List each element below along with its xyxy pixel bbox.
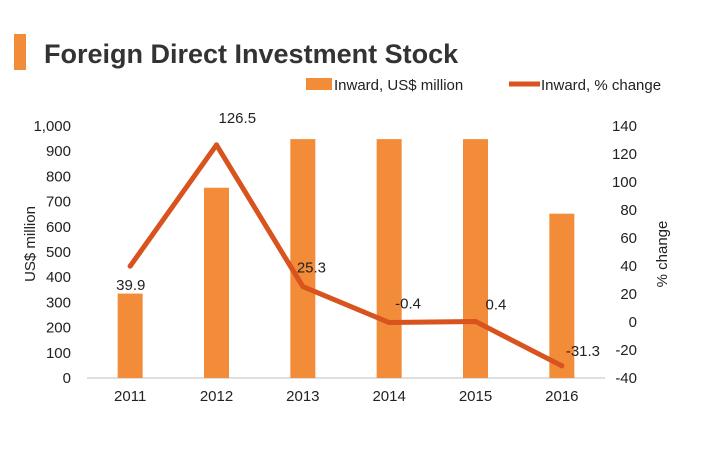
x-tick-label: 2013: [286, 388, 319, 405]
line-data-label-2016: -31.3: [566, 343, 600, 360]
x-tick-label: 2012: [200, 388, 233, 405]
bar-2012: [204, 187, 229, 378]
chart-title: Foreign Direct Investment Stock: [44, 39, 459, 69]
line-data-labels: 39.9 126.5 25.3 -0.4 0.4 -31.3: [116, 110, 600, 360]
y2-tick-label: 60: [620, 230, 637, 247]
bar-2015: [463, 139, 488, 378]
bar-2016: [549, 213, 575, 378]
y2-tick-label: 80: [620, 202, 637, 219]
x-tick-label: 2014: [372, 388, 405, 405]
y2-tick-label: 140: [612, 118, 637, 135]
x-axis-ticks: 2011 2012 2013 2014 2015 2016: [114, 388, 578, 405]
y2-tick-label: -20: [615, 342, 637, 359]
y-tick-label: 1,000: [33, 118, 71, 135]
y-tick-label: 600: [46, 219, 71, 236]
line-point-2011: [127, 263, 133, 269]
bar-2011: [117, 293, 143, 378]
x-tick-label: 2011: [114, 388, 146, 405]
y-axis-title: US$ million: [22, 206, 39, 282]
y2-tick-label: 40: [620, 258, 637, 275]
bar-2013: [290, 139, 316, 378]
y2-tick-label: 0: [629, 314, 637, 331]
legend-bar-swatch: [306, 78, 332, 90]
y-tick-label: 400: [46, 269, 71, 286]
y-tick-label: 200: [46, 320, 71, 337]
y-axis-ticks: 0 100 200 300 400 500 600 700 800 900 1,000: [33, 118, 71, 387]
y2-tick-label: -40: [615, 370, 637, 387]
line-series-path: [127, 142, 565, 369]
line-series: [127, 142, 565, 369]
y-tick-label: 100: [46, 345, 71, 362]
y2-axis-title: % change: [654, 221, 671, 288]
line-data-label-2011: 39.9: [116, 277, 145, 294]
y-tick-label: 900: [46, 143, 71, 160]
bar-2014: [376, 139, 402, 378]
y2-tick-label: 100: [612, 174, 637, 191]
y-tick-label: 700: [46, 194, 71, 211]
y2-tick-label: 20: [620, 286, 637, 303]
legend: Inward, US$ million Inward, % change: [306, 77, 661, 94]
x-tick-label: 2015: [459, 388, 492, 405]
y2-tick-label: 120: [612, 146, 637, 163]
title-accent-bar: [14, 34, 26, 70]
line-point-2014: [386, 320, 392, 326]
legend-bar-label: Inward, US$ million: [334, 77, 463, 94]
y-tick-label: 800: [46, 168, 71, 185]
y-tick-label: 0: [63, 370, 71, 387]
legend-line-label: Inward, % change: [541, 77, 661, 94]
bar-series: [117, 139, 575, 378]
line-data-label-2013: 25.3: [297, 260, 326, 277]
line-point-2013: [300, 284, 306, 290]
x-tick-label: 2016: [545, 388, 578, 405]
line-point-2015: [473, 318, 478, 324]
line-data-label-2015: 0.4: [486, 296, 507, 313]
y-tick-label: 500: [46, 244, 71, 261]
line-data-label-2012: 126.5: [219, 110, 257, 127]
y2-axis-ticks: -40 -20 0 20 40 60 80 100 120 140: [612, 118, 637, 387]
line-point-2012: [214, 142, 219, 148]
line-data-label-2014: -0.4: [395, 296, 421, 313]
line-point-2016: [559, 363, 565, 369]
y-tick-label: 300: [46, 294, 71, 311]
